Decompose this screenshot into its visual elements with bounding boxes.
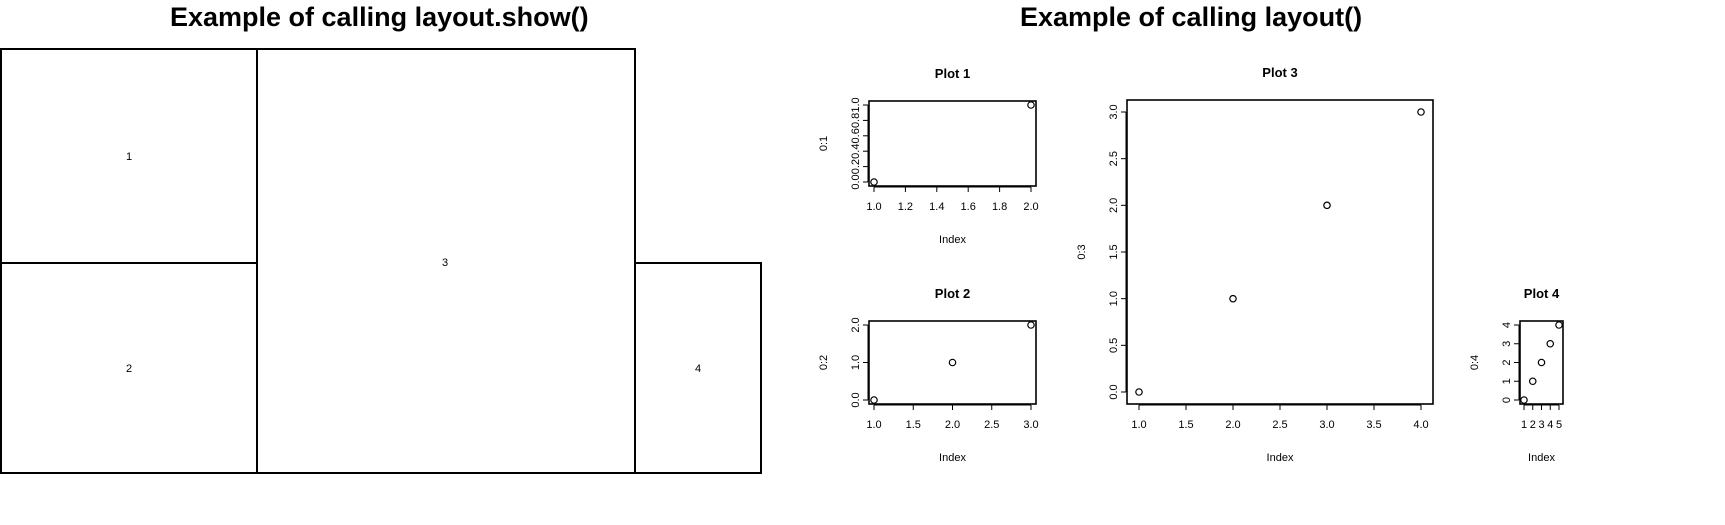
data-point: [1555, 321, 1563, 329]
plot-frame: [1126, 99, 1434, 405]
x-tick-label: 1.8: [992, 201, 1007, 213]
x-tick-label: 2.0: [1023, 201, 1038, 213]
y-tick-label: 0.0: [850, 174, 862, 189]
data-point: [1027, 101, 1035, 109]
y-tick-label: 0.4: [850, 144, 862, 159]
x-tick-label: 1.5: [1178, 419, 1193, 431]
data-point: [1027, 321, 1035, 329]
y-axis-label: 0:1: [818, 136, 830, 151]
layout-panel-4: [634, 262, 762, 474]
y-tick-label: 1.0: [850, 355, 862, 370]
layout-example-title: Example of calling layout(): [1020, 2, 1363, 32]
plot-frame: [868, 100, 1037, 187]
x-tick-label: 1.5: [906, 419, 921, 431]
x-tick-label: 2.0: [1225, 419, 1240, 431]
data-point: [1546, 339, 1555, 348]
data-point: [1528, 377, 1537, 386]
x-tick-label: 1.6: [961, 201, 976, 213]
y-tick-label: 0.6: [850, 128, 862, 143]
plot-title: Plot 4: [1524, 286, 1560, 301]
x-axis-label: Index: [1528, 452, 1555, 464]
x-tick-label: 1: [1521, 419, 1527, 431]
y-axis-label: 0:2: [818, 355, 830, 370]
plot-1: Plot 11.0 1.2 1.4 1.6 1.8 2.00.00.20.40.60.81…: [818, 66, 1039, 246]
x-tick-label: 1.0: [1131, 419, 1146, 431]
plot-2: Plot 2 1.0 1.5 2.0 2.5 3.0 0.0 1.0 2.0 Index 0:2: [818, 286, 1039, 464]
plot-3: Plot 3 1.0 1.5 2.0 2.5 3.0 3.5 4.0 0.0 0.5 1.0 1.5 2…: [1076, 65, 1434, 464]
plot-title: Plot 1: [935, 66, 970, 81]
data-point: [870, 396, 878, 404]
y-axis-label: 0:4: [1469, 355, 1481, 370]
x-tick-label: 4: [1547, 419, 1553, 431]
y-tick-label: 4: [1501, 322, 1513, 328]
y-tick-label: 0.5: [1108, 338, 1120, 353]
data-point: [1135, 388, 1143, 396]
x-tick-label: 3.5: [1366, 419, 1381, 431]
layout-panel-1-number: 1: [125, 151, 133, 163]
data-point: [1537, 358, 1546, 367]
layout-panel-3-number: 3: [441, 257, 449, 269]
x-tick-label: 3.0: [1319, 419, 1334, 431]
plot-frame: [868, 320, 1037, 405]
x-tick-label: 1.2: [898, 201, 913, 213]
data-point: [1323, 201, 1331, 210]
x-tick-label: 5: [1556, 419, 1562, 431]
x-tick-label: 1.4: [929, 201, 944, 213]
x-axis-label: Index: [1267, 452, 1294, 464]
y-tick-label: 3: [1501, 341, 1513, 347]
layout-panel-3: [256, 48, 636, 474]
x-tick-label: 2: [1530, 419, 1536, 431]
data-point: [1229, 294, 1237, 303]
y-tick-label: 2.0: [1108, 198, 1120, 213]
y-tick-label: 0: [1501, 397, 1513, 403]
y-tick-label: 0.8: [850, 113, 862, 128]
y-tick-label: 0.2: [850, 159, 862, 174]
y-tick-label: 3.0: [1108, 104, 1120, 119]
y-tick-label: 1: [1501, 378, 1513, 384]
y-tick-label: 1.5: [1108, 244, 1120, 259]
data-point: [870, 178, 878, 186]
plot-title: Plot 2: [935, 286, 970, 301]
layout-panel-4-number: 4: [694, 363, 702, 375]
x-tick-label: 3: [1538, 419, 1544, 431]
layout-show-title: Example of calling layout.show(): [170, 2, 589, 32]
y-axis-label: 0:3: [1076, 244, 1088, 259]
plot-title: Plot 3: [1262, 65, 1297, 80]
y-tick-label: 1.0: [1108, 291, 1120, 306]
x-tick-label: 3.0: [1023, 419, 1038, 431]
x-tick-label: 1.0: [866, 419, 881, 431]
y-tick-label: 0.0: [1108, 384, 1120, 399]
x-tick-label: 2.0: [945, 419, 960, 431]
y-tick-label: 2.0: [850, 317, 862, 332]
y-tick-label: 0.0: [850, 392, 862, 407]
x-tick-label: 1.0: [866, 201, 881, 213]
layout-panel-2-number: 2: [125, 363, 133, 375]
x-axis-label: Index: [939, 452, 966, 464]
data-point: [948, 358, 957, 367]
x-tick-label: 4.0: [1413, 419, 1428, 431]
x-axis-label: Index: [939, 234, 966, 246]
y-tick-label: 2.5: [1108, 151, 1120, 166]
data-point: [1417, 108, 1425, 116]
y-tick-label: 1.0: [850, 97, 862, 112]
data-point: [1520, 396, 1528, 404]
x-tick-label: 2.5: [1272, 419, 1287, 431]
plot-frame: [1519, 320, 1564, 405]
y-tick-label: 2: [1501, 359, 1513, 365]
x-tick-label: 2.5: [984, 419, 999, 431]
